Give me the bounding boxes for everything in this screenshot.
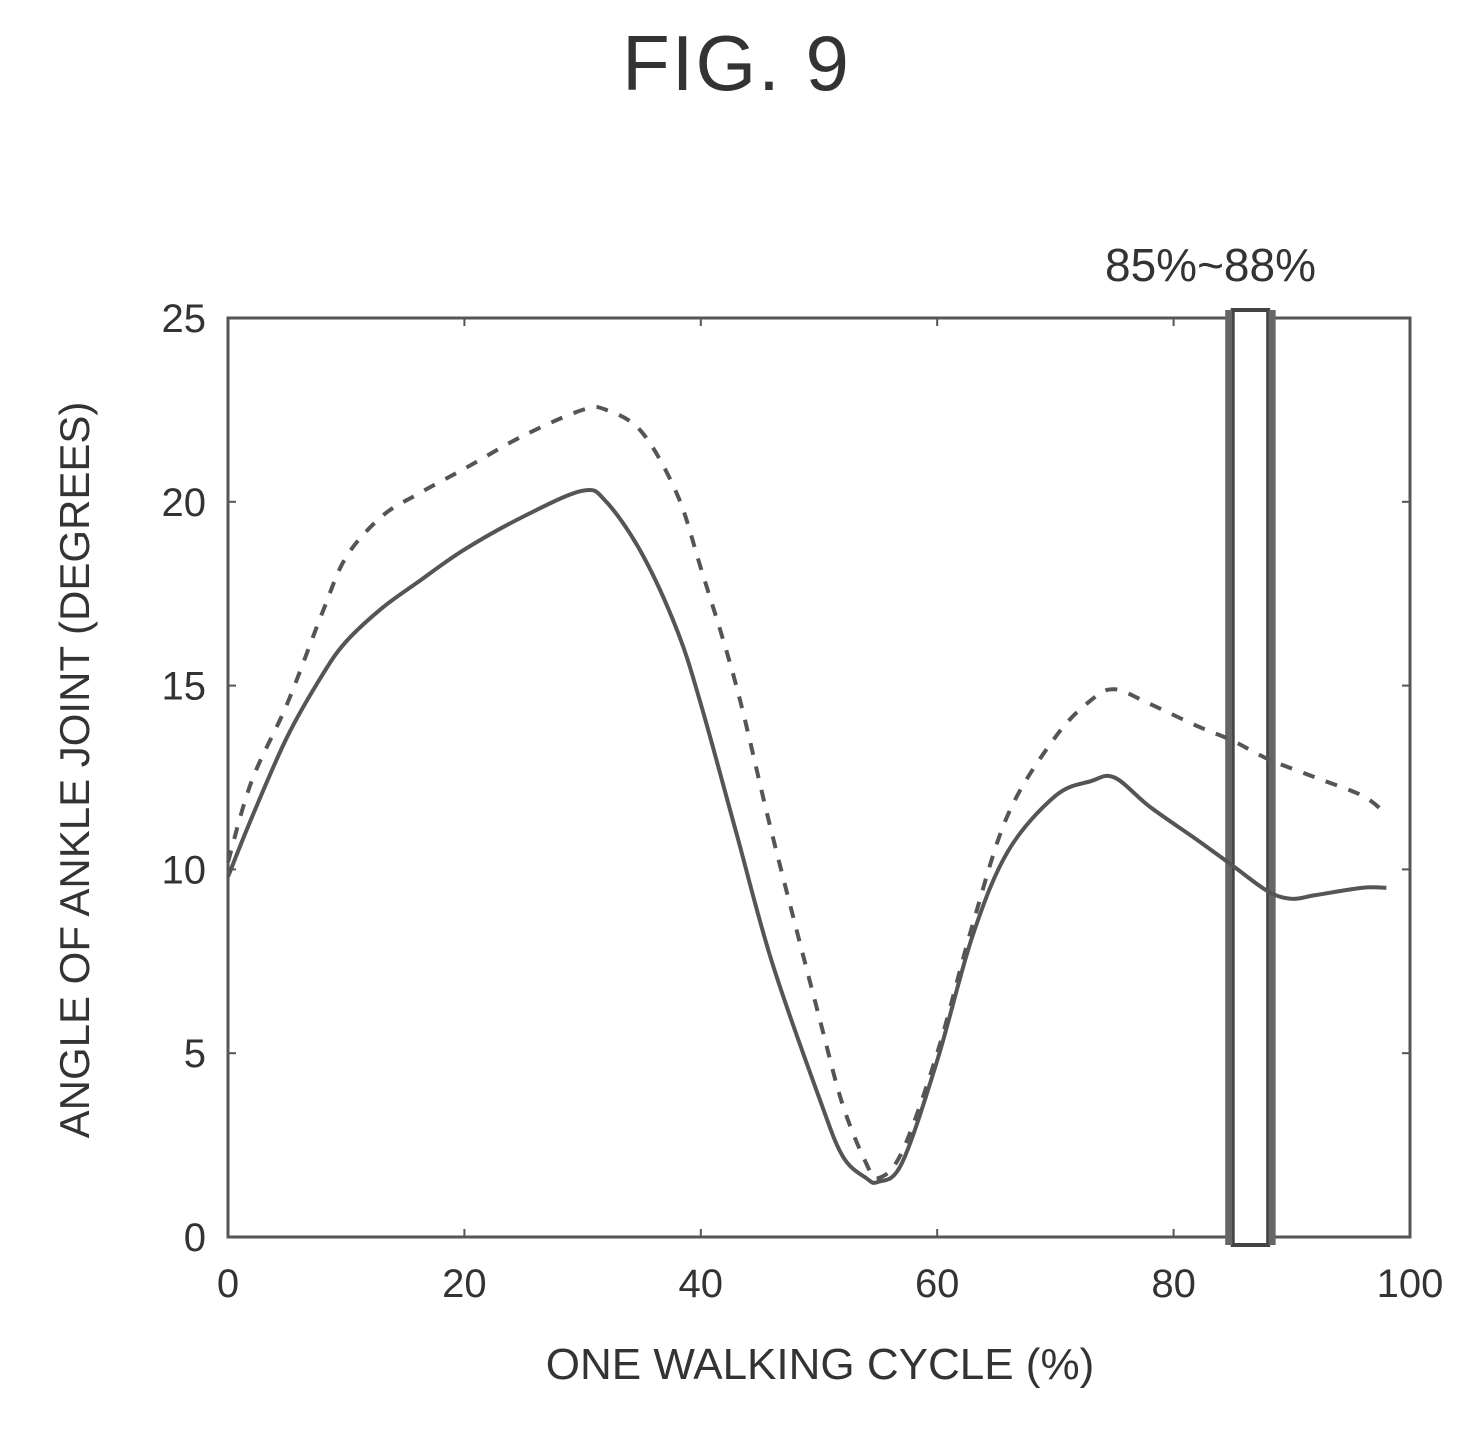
- x-tick-label: 40: [679, 1262, 724, 1306]
- x-tick-label: 80: [1151, 1262, 1196, 1306]
- x-tick-label: 0: [217, 1262, 239, 1306]
- y-tick-label: 5: [184, 1032, 206, 1076]
- series-line-solid: [226, 487, 1387, 1185]
- highlight-range-label: 85%~88%: [1105, 239, 1316, 291]
- y-tick-label: 10: [162, 848, 207, 892]
- y-tick-label: 25: [162, 297, 207, 341]
- x-axis-label: ONE WALKING CYCLE (%): [545, 1340, 1095, 1389]
- y-tick-label: 15: [162, 665, 207, 709]
- plot-frame: [226, 316, 1412, 1239]
- y-tick-label: 20: [162, 481, 207, 525]
- figure-title: FIG. 9: [622, 19, 851, 107]
- x-tick-label: 60: [915, 1262, 960, 1306]
- y-tick-label: 0: [184, 1216, 206, 1260]
- highlight-band: [1230, 308, 1271, 1247]
- x-tick-label: 100: [1377, 1262, 1444, 1306]
- x-tick-label: 20: [442, 1262, 487, 1306]
